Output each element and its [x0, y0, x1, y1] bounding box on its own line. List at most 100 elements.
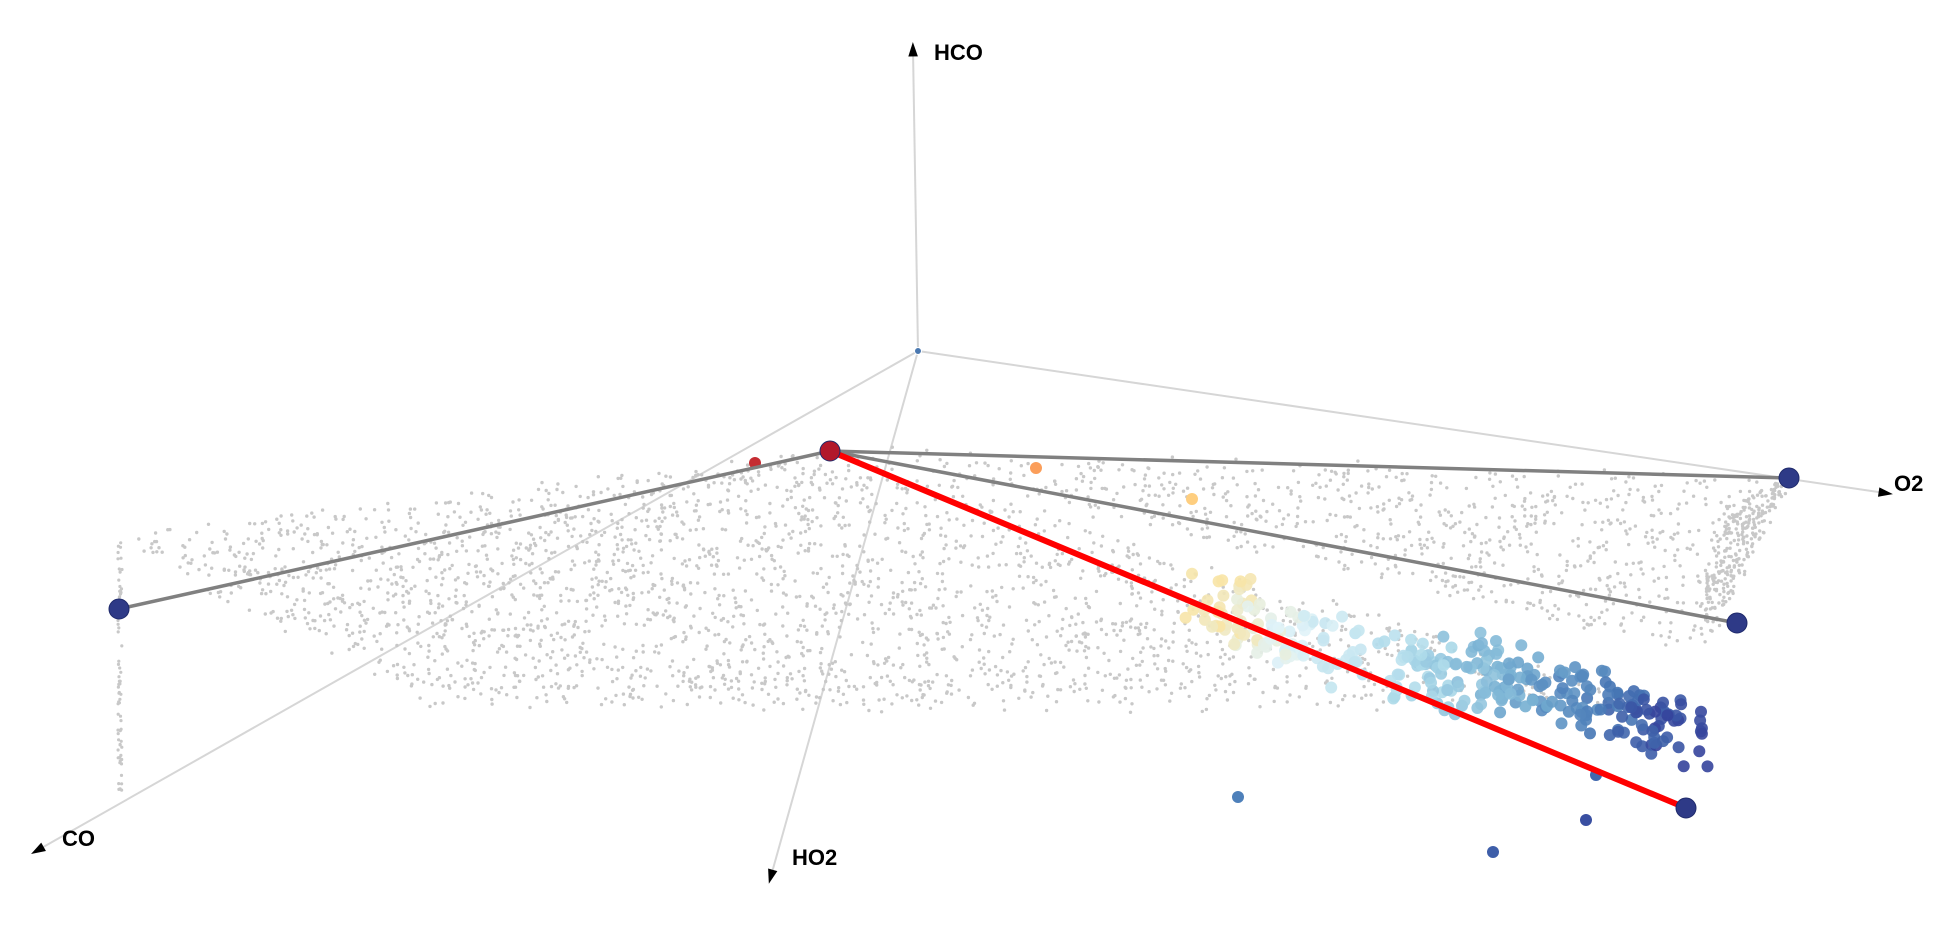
background-point: [830, 482, 835, 486]
background-point: [626, 593, 630, 597]
background-point: [1545, 493, 1550, 497]
background-point: [260, 588, 265, 592]
background-point: [1624, 593, 1629, 597]
background-point: [646, 617, 650, 621]
background-point: [1509, 583, 1513, 587]
background-point: [939, 526, 943, 530]
background-point: [807, 541, 812, 546]
background-point: [516, 633, 521, 638]
background-point: [1215, 632, 1219, 636]
background-point: [290, 513, 294, 517]
background-point: [716, 597, 720, 601]
background-point: [866, 558, 870, 562]
background-point: [510, 554, 514, 558]
background-point: [258, 581, 262, 585]
background-point: [581, 514, 585, 519]
background-point: [1066, 640, 1070, 644]
background-point: [664, 692, 668, 696]
background-point: [745, 512, 749, 517]
background-point: [763, 632, 767, 636]
background-point: [1030, 638, 1035, 642]
background-point: [839, 592, 843, 597]
background-point: [1571, 539, 1575, 543]
background-point: [241, 541, 246, 546]
background-point: [887, 607, 891, 612]
edge-v0-v3: [828, 449, 1739, 625]
background-point: [773, 677, 777, 682]
background-point: [837, 496, 842, 500]
background-point: [1115, 633, 1119, 637]
background-point: [1317, 473, 1321, 477]
background-point: [1060, 551, 1065, 556]
background-point: [773, 566, 777, 571]
background-point: [657, 471, 661, 476]
background-point: [740, 660, 745, 664]
background-point: [1026, 494, 1030, 498]
background-point: [1129, 625, 1133, 629]
background-point: [1120, 624, 1125, 628]
background-point: [446, 530, 451, 534]
background-point: [935, 514, 940, 519]
background-point: [319, 539, 324, 544]
background-point: [708, 684, 713, 689]
background-point: [919, 536, 924, 541]
background-point: [359, 586, 363, 590]
colored-point: [1405, 633, 1418, 646]
background-point: [1658, 531, 1662, 535]
background-point: [1171, 640, 1175, 644]
background-point: [1515, 485, 1520, 489]
background-point: [333, 607, 338, 611]
background-point: [980, 608, 985, 612]
background-point: [752, 680, 756, 684]
background-point: [1174, 482, 1178, 486]
background-point: [600, 579, 604, 583]
background-point: [1653, 484, 1657, 488]
background-point: [1577, 614, 1581, 618]
background-point: [682, 671, 686, 675]
background-point: [657, 651, 661, 655]
colored-point: [1580, 814, 1592, 826]
background-point: [468, 535, 472, 539]
background-point: [581, 539, 585, 544]
background-point: [1401, 535, 1406, 539]
background-point: [800, 515, 804, 519]
background-point: [1101, 534, 1105, 538]
background-point: [334, 517, 338, 521]
background-point: [1442, 522, 1446, 526]
background-point: [597, 508, 601, 513]
background-point: [704, 626, 708, 630]
background-point: [776, 697, 780, 701]
background-point: [1254, 517, 1259, 521]
background-point: [328, 618, 333, 622]
background-point: [1525, 524, 1529, 528]
background-point: [976, 556, 980, 560]
background-point: [1560, 580, 1564, 585]
background-point: [295, 526, 299, 530]
background-point: [553, 550, 557, 554]
background-point: [150, 542, 154, 546]
background-point: [311, 618, 315, 623]
background-point: [275, 517, 279, 521]
background-point: [1586, 559, 1590, 563]
background-point: [966, 695, 971, 700]
background-point: [1479, 565, 1483, 569]
background-point: [683, 559, 687, 563]
background-point: [948, 620, 952, 624]
background-point: [1076, 464, 1081, 469]
background-point: [1335, 602, 1339, 606]
background-point: [347, 633, 351, 638]
background-point: [1511, 600, 1515, 604]
background-point: [945, 691, 949, 695]
background-point: [815, 516, 819, 520]
background-point: [1443, 571, 1448, 575]
background-point: [1161, 678, 1166, 682]
background-point: [868, 675, 872, 680]
background-point: [445, 649, 450, 653]
background-point: [1161, 598, 1165, 602]
background-point: [985, 613, 989, 618]
background-point: [1083, 635, 1088, 639]
background-point: [1664, 587, 1669, 592]
background-point: [696, 518, 701, 522]
background-point: [490, 697, 494, 702]
background-point: [762, 645, 766, 649]
